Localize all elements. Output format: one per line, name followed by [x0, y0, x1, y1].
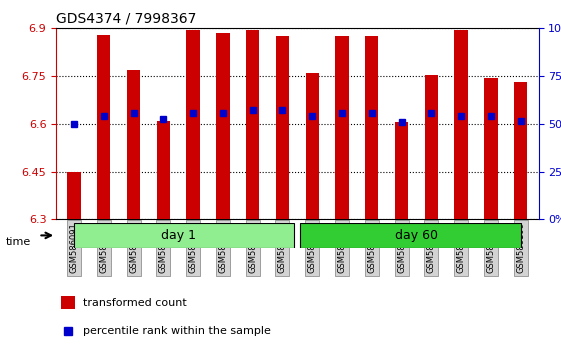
Bar: [365, 36, 379, 219]
Bar: [67, 172, 81, 219]
Bar: [186, 30, 200, 219]
Bar: [127, 70, 140, 219]
Bar: [157, 121, 170, 219]
Text: time: time: [6, 238, 31, 247]
Bar: [276, 36, 289, 219]
Text: day 1: day 1: [160, 229, 196, 242]
Bar: [484, 78, 498, 219]
Bar: [514, 82, 527, 219]
Bar: [395, 122, 408, 219]
Bar: [216, 33, 229, 219]
Bar: [335, 36, 349, 219]
Text: percentile rank within the sample: percentile rank within the sample: [82, 326, 270, 336]
Bar: [246, 30, 259, 219]
Bar: [61, 296, 75, 309]
Text: GDS4374 / 7998367: GDS4374 / 7998367: [56, 12, 196, 26]
Text: day 60: day 60: [395, 229, 438, 242]
FancyBboxPatch shape: [300, 223, 521, 248]
FancyBboxPatch shape: [74, 223, 295, 248]
Bar: [97, 35, 111, 219]
Bar: [454, 30, 468, 219]
Text: transformed count: transformed count: [82, 298, 186, 308]
Bar: [306, 73, 319, 219]
Bar: [425, 75, 438, 219]
